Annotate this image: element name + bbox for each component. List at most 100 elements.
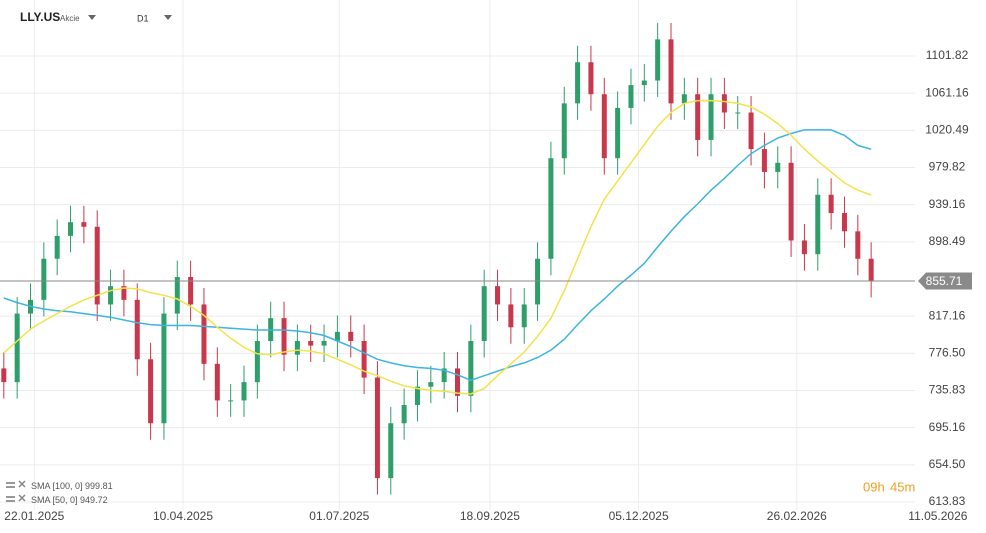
candle-body xyxy=(761,149,767,172)
legend-icon[interactable] xyxy=(6,482,15,484)
candle-body xyxy=(321,341,327,346)
y-tick-label: 1101.82 xyxy=(926,48,969,62)
candle-body xyxy=(428,382,434,387)
candle-body xyxy=(201,304,207,364)
candle-body xyxy=(561,103,567,159)
candle-body xyxy=(548,158,554,259)
dropdown-arrow[interactable] xyxy=(88,15,96,20)
grid xyxy=(0,0,915,510)
candle-body xyxy=(414,386,420,405)
candle-body xyxy=(868,258,874,281)
timeframe[interactable]: D1 xyxy=(137,13,149,23)
candle-body xyxy=(374,377,380,479)
sma-line xyxy=(3,99,872,395)
y-tick-label: 695.16 xyxy=(929,420,966,434)
candle-body xyxy=(695,94,701,140)
candle-body xyxy=(815,194,821,255)
candle-body xyxy=(188,277,194,305)
candle-body xyxy=(641,80,647,86)
candle-body xyxy=(1,368,7,383)
y-tick-label: 654.50 xyxy=(929,457,966,471)
candle-body xyxy=(828,194,834,214)
candle-body xyxy=(214,363,220,401)
legend-entry: SMA [50, 0] 949.72 xyxy=(31,495,108,505)
y-tick-label: 735.83 xyxy=(929,383,966,397)
last-price-tag xyxy=(918,272,972,290)
dropdown-arrow[interactable] xyxy=(164,15,172,20)
candle-body xyxy=(161,313,167,424)
candle-body xyxy=(735,112,741,114)
y-tick-label: 939.16 xyxy=(929,197,966,211)
candle-body xyxy=(94,226,100,305)
candle-body xyxy=(481,286,487,342)
legend-icon[interactable] xyxy=(6,496,15,498)
candle-body xyxy=(681,94,687,104)
candle-body xyxy=(788,162,794,241)
symbol[interactable]: LLY.US xyxy=(20,10,60,24)
candle-body xyxy=(134,299,140,360)
candle-body xyxy=(121,286,127,300)
y-tick-label: 613.83 xyxy=(929,494,966,508)
y-tick-label: 1020.49 xyxy=(925,123,969,137)
candle-body xyxy=(535,258,541,305)
legend-name: SMA [100, 0] xyxy=(31,481,83,491)
candle-body xyxy=(294,341,300,355)
candle-body xyxy=(14,313,20,383)
candle-body xyxy=(455,368,460,396)
candle-body xyxy=(174,277,180,314)
x-tick-label: 10.04.2025 xyxy=(153,509,213,523)
candle-body xyxy=(708,94,714,140)
candle-body xyxy=(81,222,87,227)
candle-body xyxy=(588,62,594,95)
candle-body xyxy=(721,94,727,113)
candle-body xyxy=(388,423,394,479)
y-tick-label: 898.49 xyxy=(929,234,966,248)
candle-body xyxy=(281,318,287,355)
legend-name: SMA [50, 0] xyxy=(31,495,78,505)
sma-line xyxy=(3,129,872,382)
candle-body xyxy=(228,400,234,402)
legend-icon[interactable] xyxy=(6,486,15,488)
candle-body xyxy=(775,162,781,172)
candle-body xyxy=(841,213,847,232)
candle-body xyxy=(855,231,861,259)
candle-body xyxy=(575,62,581,104)
candle-body xyxy=(668,39,674,104)
legend-remove[interactable] xyxy=(18,480,26,488)
y-tick-label: 817.16 xyxy=(929,308,966,322)
candle-body xyxy=(108,286,114,305)
x-tick-label: 22.01.2025 xyxy=(4,509,64,523)
candle-body xyxy=(441,368,447,383)
candle-body xyxy=(655,39,661,81)
x-tick-label: 18.09.2025 xyxy=(460,509,520,523)
plot-area xyxy=(0,22,915,495)
countdown-minutes: 45m xyxy=(890,479,915,494)
candle-body xyxy=(241,382,247,401)
instrument-type: Akcie xyxy=(60,14,80,23)
candle-body xyxy=(495,286,501,305)
x-tick-label: 26.02.2026 xyxy=(767,509,827,523)
candle-body xyxy=(628,85,634,108)
x-tick-label: 01.07.2025 xyxy=(309,509,369,523)
x-tick-label: 05.12.2025 xyxy=(609,509,669,523)
candle-body xyxy=(801,240,807,255)
legend-entry: SMA [100, 0] 999.81 xyxy=(31,481,113,491)
candle-body xyxy=(348,331,354,342)
candle-body xyxy=(615,107,621,159)
candle-body xyxy=(68,222,74,236)
last-price-label: 855.71 xyxy=(926,274,963,288)
legend: SMA [100, 0] 999.81 SMA [50, 0] 949.72 xyxy=(6,480,113,505)
y-tick-label: 979.82 xyxy=(929,160,966,174)
y-tick-label: 1061.16 xyxy=(925,85,969,99)
candle-body xyxy=(601,94,607,159)
candle-body xyxy=(148,359,154,424)
x-tick-label: 11.05.2026 xyxy=(908,509,967,523)
candle-body xyxy=(748,112,754,150)
axes: 613.83 654.50 695.16 735.83 776.50 817.16 898.… xyxy=(4,48,972,523)
legend-icon[interactable] xyxy=(6,500,15,502)
candle-body xyxy=(508,304,514,328)
candle-body xyxy=(41,258,47,300)
legend-remove[interactable] xyxy=(18,494,26,502)
legend-value: 949.72 xyxy=(80,495,108,505)
legend-value: 999.81 xyxy=(85,481,113,491)
